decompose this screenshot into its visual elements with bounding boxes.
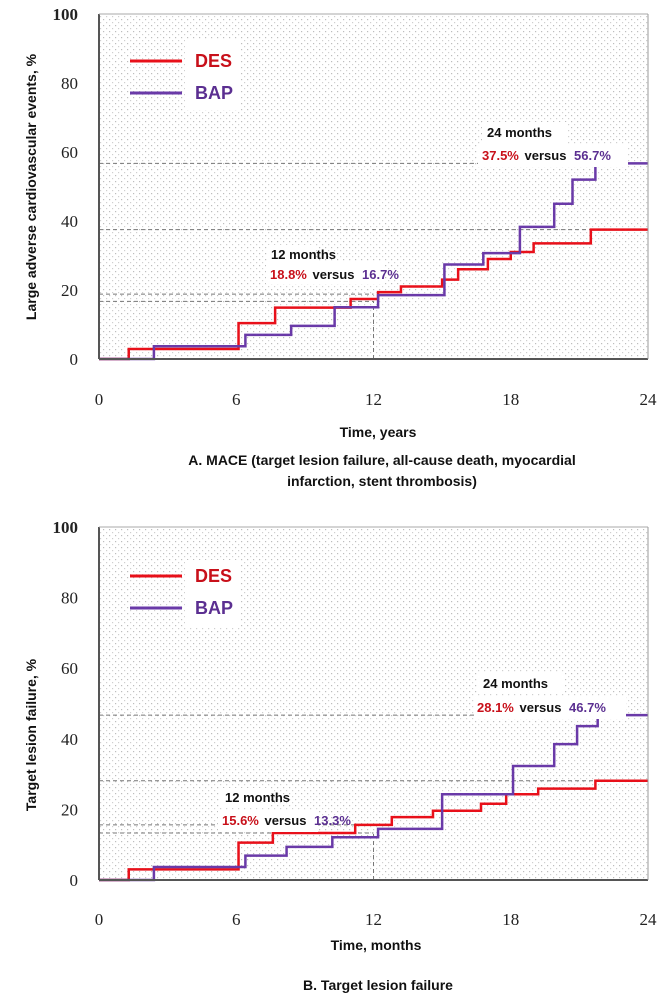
y-tick-label: 100: [53, 518, 79, 537]
y-tick-label: 40: [61, 212, 78, 231]
y-tick-labels: 0 20 40 60 80 100: [53, 518, 79, 890]
y-axis-label: Target lesion failure, %: [23, 658, 39, 811]
axes: [98, 13, 649, 360]
annotation-bap-value: 13.3%: [314, 813, 351, 828]
panel-b-target-lesion-failure: 0 20 40 60 80 100 0 6 12 18 24 Target lesion fail…: [23, 518, 657, 993]
annotation-heading: 12 months: [225, 790, 290, 805]
annotation-24-months: 24 months 28.1% versus 46.7%: [474, 672, 626, 719]
x-tick-label: 6: [232, 910, 241, 929]
annotation-values: 37.5% versus 56.7%: [482, 148, 611, 163]
legend: DES BAP: [130, 560, 240, 628]
y-tick-label: 0: [70, 871, 79, 890]
annotation-des-value: 15.6%: [222, 813, 259, 828]
y-tick-label: 20: [61, 281, 78, 300]
panel-caption-line-1: B. Target lesion failure: [303, 977, 453, 993]
legend-label-bap: BAP: [195, 598, 233, 618]
annotation-heading: 24 months: [483, 676, 548, 691]
legend-label-des: DES: [195, 51, 232, 71]
y-tick-labels: 0 20 40 60 80 100: [53, 5, 79, 369]
annotation-des-value: 18.8%: [270, 267, 307, 282]
annotation-values: 18.8% versus 16.7%: [270, 267, 399, 282]
legend: DES BAP: [130, 40, 240, 110]
y-tick-label: 0: [70, 350, 79, 369]
x-tick-label: 24: [640, 910, 658, 929]
annotation-12-months: 12 months 15.6% versus 13.3%: [218, 788, 351, 832]
x-tick-label: 12: [365, 390, 382, 409]
panel-caption-line-1: A. MACE (target lesion failure, all-caus…: [188, 452, 575, 468]
annotation-values: 28.1% versus 46.7%: [477, 700, 606, 715]
panel-caption-line-2: infarction, stent thrombosis): [287, 473, 477, 489]
annotation-heading: 24 months: [487, 125, 552, 140]
series-line-bap: [99, 713, 648, 882]
y-tick-label: 40: [61, 730, 78, 749]
annotation-24-months: 24 months 37.5% versus 56.7%: [478, 122, 628, 167]
y-tick-label: 80: [61, 74, 78, 93]
series-group: [99, 713, 648, 882]
annotation-bg: [478, 672, 564, 694]
x-tick-label: 0: [95, 390, 104, 409]
y-tick-label: 80: [61, 589, 78, 608]
annotation-12-months: 12 months 18.8% versus 16.7%: [266, 245, 399, 284]
series-group: [99, 162, 648, 361]
x-tick-label: 18: [502, 910, 519, 929]
x-tick-label: 24: [640, 390, 658, 409]
annotation-bg: [266, 262, 384, 284]
annotation-bg: [218, 810, 318, 832]
annotation-bg: [478, 145, 628, 167]
x-axis-label: Time, months: [331, 937, 422, 953]
legend-bg: [185, 560, 240, 628]
annotation-versus: versus: [525, 148, 567, 163]
annotation-des-value: 28.1%: [477, 700, 514, 715]
annotation-bg: [482, 122, 568, 144]
y-tick-label: 60: [61, 659, 78, 678]
annotation-versus: versus: [313, 267, 355, 282]
annotation-versus: versus: [265, 813, 307, 828]
x-tick-label: 18: [502, 390, 519, 409]
x-tick-label: 12: [365, 910, 382, 929]
y-axis-label: Large adverse cardiovascular events, %: [23, 53, 39, 320]
y-tick-label: 60: [61, 143, 78, 162]
legend-bg: [185, 40, 240, 110]
x-tick-label: 6: [232, 390, 241, 409]
annotation-bap-value: 16.7%: [362, 267, 399, 282]
annotation-bg: [474, 697, 626, 719]
annotation-bap-value: 56.7%: [574, 148, 611, 163]
annotation-bg: [220, 788, 270, 808]
annotation-bap-value: 46.7%: [569, 700, 606, 715]
x-tick-labels: 0 6 12 18 24: [95, 390, 657, 409]
y-tick-label: 20: [61, 800, 78, 819]
axes: [98, 526, 649, 881]
x-axis-label: Time, years: [340, 424, 417, 440]
x-tick-labels: 0 6 12 18 24: [95, 910, 657, 929]
annotation-values: 15.6% versus 13.3%: [222, 813, 351, 828]
series-line-des: [99, 779, 648, 882]
legend-label-des: DES: [195, 566, 232, 586]
series-line-des: [99, 228, 648, 361]
panel-a-mace: 0 20 40 60 80 100 0 6 12 18 24 Large adverse card…: [23, 5, 657, 489]
y-tick-label: 100: [53, 5, 79, 24]
annotation-versus: versus: [520, 700, 562, 715]
series-line-bap: [99, 162, 648, 361]
annotation-heading: 12 months: [271, 247, 336, 262]
annotation-des-value: 37.5%: [482, 148, 519, 163]
x-tick-label: 0: [95, 910, 104, 929]
legend-label-bap: BAP: [195, 83, 233, 103]
